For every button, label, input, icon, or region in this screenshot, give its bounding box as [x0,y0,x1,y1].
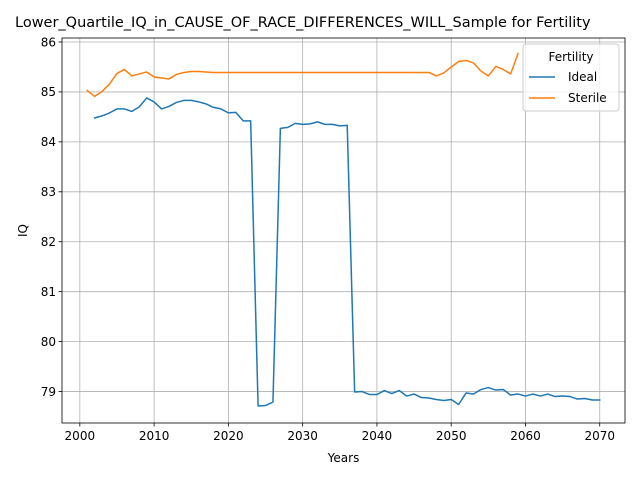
series-line-sterile [86,52,520,98]
legend-label-ideal: Ideal [568,70,597,84]
y-tick-label: 81 [41,285,56,299]
x-tick-label: 2000 [65,429,96,443]
y-axis-label: IQ [16,224,30,237]
y-tick-label: 79 [41,385,56,399]
axes-frame [61,37,626,424]
x-tick-label: 2040 [362,429,393,443]
plot-series [86,52,601,407]
chart-title: Lower_Quartile_IQ_in_CAUSE_OF_RACE_DIFFE… [15,15,591,31]
y-tick-label: 86 [41,35,56,49]
x-tick-label: 2070 [584,429,615,443]
y-tick-label: 82 [41,235,56,249]
y-tick-label: 83 [41,185,56,199]
x-tick-label: 2010 [139,429,170,443]
legend-label-sterile: Sterile [568,91,607,105]
x-tick-label: 2020 [213,429,244,443]
x-tick-label: 2030 [287,429,318,443]
x-axis-label: Years [327,451,360,465]
legend-box [522,43,620,112]
y-axis-ticks: 79 80 81 82 83 84 85 86 [41,35,62,399]
x-tick-label: 2050 [436,429,467,443]
series-line-ideal [93,97,601,407]
y-tick-label: 80 [41,335,56,349]
y-tick-label: 85 [41,85,56,99]
y-tick-label: 84 [41,135,56,149]
legend-title: Fertility [548,50,593,64]
x-tick-label: 2060 [510,429,541,443]
legend: Fertility Ideal Sterile [522,43,620,112]
x-axis-ticks: 2000 2010 2020 2030 2040 2050 2060 2070 [65,423,615,443]
